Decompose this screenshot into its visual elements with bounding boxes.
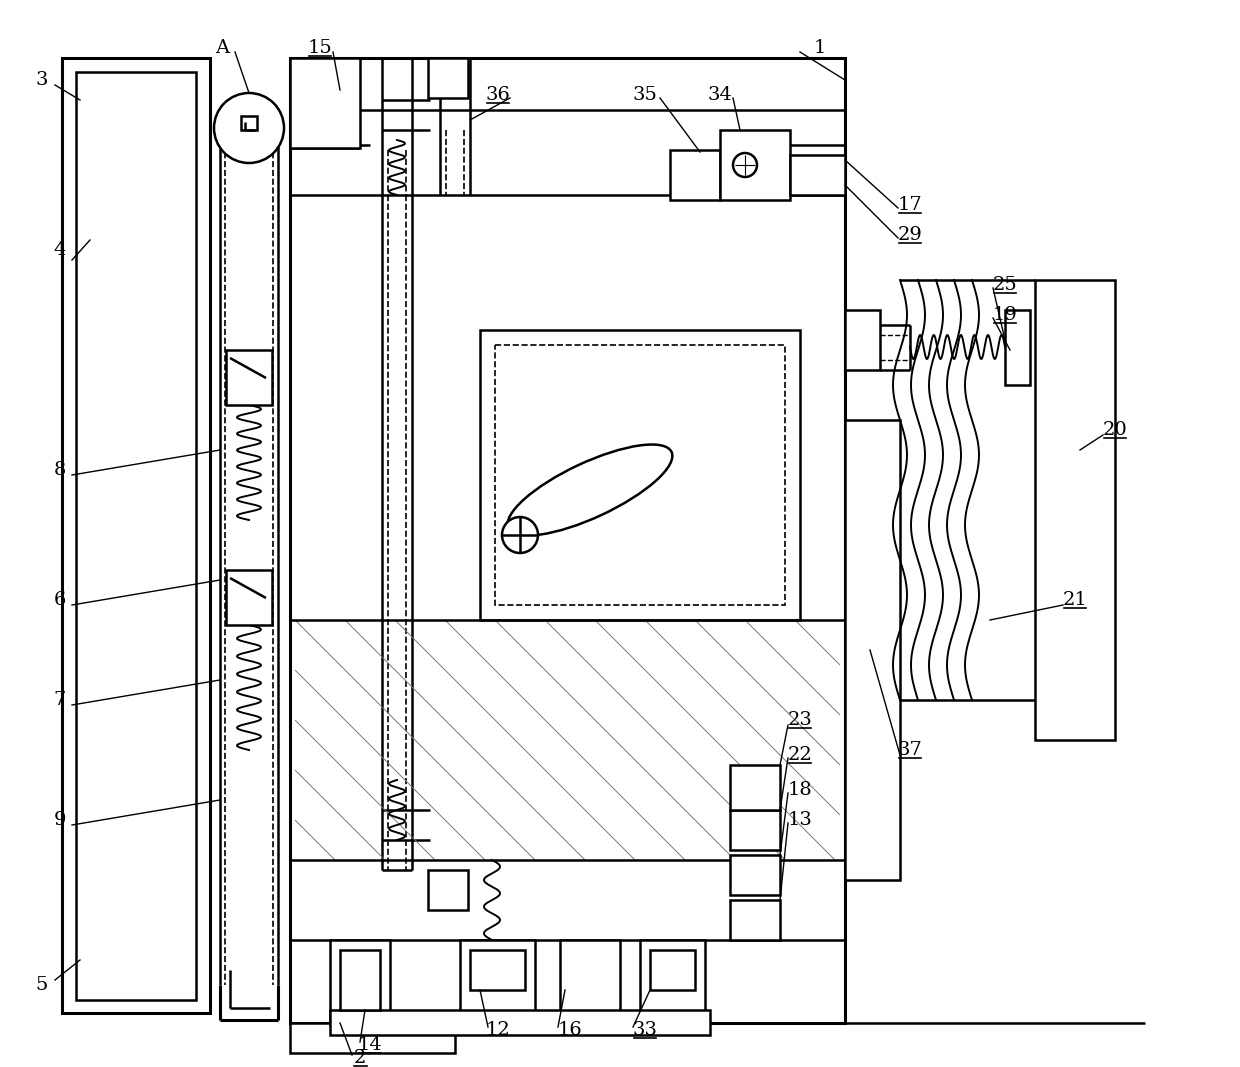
Text: 14: 14 [357, 1036, 382, 1054]
Bar [495, 345, 785, 605]
Bar [670, 150, 720, 200]
Text: 5: 5 [36, 976, 48, 994]
Circle shape [502, 517, 538, 553]
Bar [330, 1010, 711, 1035]
Text: 34: 34 [708, 86, 733, 103]
Bar [62, 58, 210, 1013]
Text: 9: 9 [53, 811, 66, 829]
Bar [226, 570, 272, 625]
Bar [1035, 280, 1115, 740]
Bar [844, 420, 900, 880]
Bar [226, 350, 272, 405]
Bar [650, 950, 694, 990]
Bar [720, 130, 790, 200]
Bar [470, 950, 525, 990]
Text: 19: 19 [992, 306, 1018, 324]
Bar [730, 899, 780, 940]
Bar [640, 940, 706, 1025]
Ellipse shape [507, 445, 672, 536]
Text: 6: 6 [53, 591, 66, 609]
Text: A: A [215, 39, 229, 57]
Bar [730, 765, 780, 810]
Bar [730, 810, 780, 850]
Bar [290, 58, 360, 148]
Text: 12: 12 [486, 1021, 511, 1039]
Text: 7: 7 [53, 691, 66, 708]
Text: 15: 15 [308, 39, 332, 57]
Bar [340, 950, 379, 1010]
Bar [560, 940, 620, 1025]
Bar [730, 855, 780, 895]
Bar [241, 116, 257, 130]
Text: 2: 2 [353, 1049, 366, 1067]
Text: 17: 17 [898, 196, 923, 214]
Text: 18: 18 [787, 781, 812, 799]
Text: 35: 35 [632, 86, 657, 103]
Bar [428, 870, 467, 910]
Bar [460, 940, 534, 1025]
Text: 22: 22 [787, 746, 812, 764]
Bar [290, 1023, 455, 1053]
Text: 20: 20 [1102, 421, 1127, 439]
Bar [480, 330, 800, 620]
Bar [844, 310, 880, 370]
Text: 29: 29 [898, 226, 923, 244]
Text: 36: 36 [486, 86, 511, 103]
Bar [428, 58, 467, 98]
Text: 23: 23 [787, 711, 812, 729]
Text: 8: 8 [53, 461, 66, 479]
Text: 21: 21 [1063, 591, 1087, 609]
Text: 37: 37 [898, 740, 923, 759]
Text: 33: 33 [632, 1021, 657, 1039]
Bar [76, 71, 196, 1000]
Circle shape [733, 153, 756, 177]
Bar [790, 155, 844, 195]
Circle shape [215, 93, 284, 163]
Text: 1: 1 [813, 39, 826, 57]
Bar [290, 58, 844, 1023]
Bar [330, 940, 391, 1025]
Text: 16: 16 [558, 1021, 583, 1039]
Text: 13: 13 [787, 811, 812, 829]
Text: 25: 25 [993, 276, 1017, 294]
Text: 4: 4 [53, 241, 66, 259]
Bar [1004, 310, 1030, 385]
Text: 3: 3 [36, 71, 48, 89]
